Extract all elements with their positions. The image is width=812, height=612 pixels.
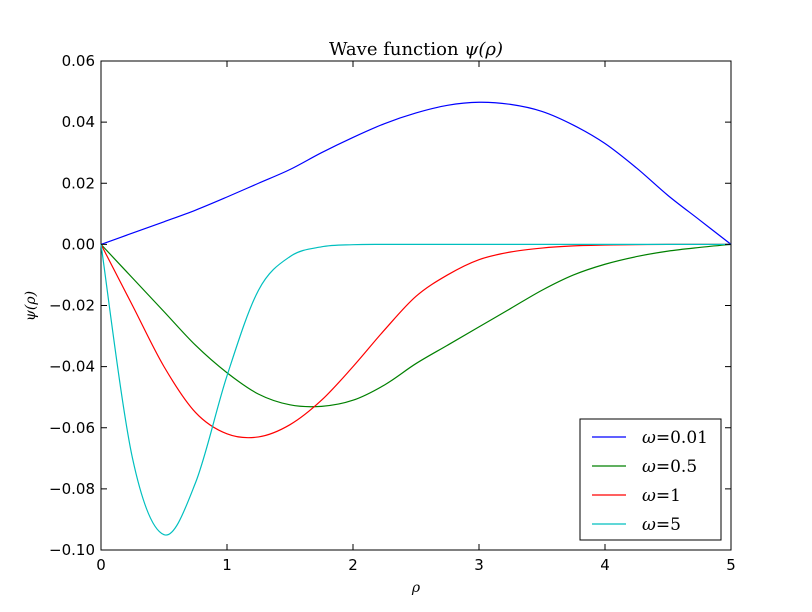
y-tick-label: 0.02 <box>62 174 95 192</box>
chart-title-prefix: Wave function <box>329 39 464 60</box>
y-tick-label: 0.04 <box>62 113 95 131</box>
legend-label-3: ω=5 <box>642 515 681 535</box>
y-tick-label: −0.02 <box>49 297 95 315</box>
x-tick-label: 3 <box>474 556 484 574</box>
chart-title: Wave function ψ(ρ) <box>329 39 503 60</box>
tick-layer: 0 1 2 3 4 5 −0.10 −0.08 −0.06 −0.04 −0.02 0.00 0.02 0… <box>49 52 736 574</box>
legend-box <box>579 418 722 541</box>
legend-label-0: ω=0.01 <box>642 428 708 448</box>
chart-title-math: ψ(ρ) <box>464 39 503 60</box>
y-tick-label: 0.06 <box>62 52 95 70</box>
x-tick-label: 5 <box>726 556 736 574</box>
series-layer <box>100 101 732 536</box>
x-axis-label: ρ <box>411 580 421 596</box>
y-tick-label: −0.08 <box>49 480 95 498</box>
x-tick-label: 4 <box>600 556 610 574</box>
series-line-0 <box>100 101 732 245</box>
legend-label-1: ω=0.5 <box>642 457 697 477</box>
x-tick-label: 1 <box>222 556 232 574</box>
series-line-1 <box>100 243 732 408</box>
legend-label-2: ω=1 <box>642 486 681 506</box>
y-tick-label: 0.00 <box>62 235 95 253</box>
series-line-3 <box>100 243 731 536</box>
y-tick-label: −0.04 <box>49 358 95 376</box>
x-tick-label: 2 <box>348 556 358 574</box>
y-tick-label: −0.10 <box>49 541 95 559</box>
legend: ω=0.01 ω=0.5 ω=1 ω=5 <box>579 418 722 541</box>
x-tick-label: 0 <box>96 556 106 574</box>
y-axis-label: ψ(ρ) <box>23 291 39 321</box>
y-tick-label: −0.06 <box>49 419 95 437</box>
